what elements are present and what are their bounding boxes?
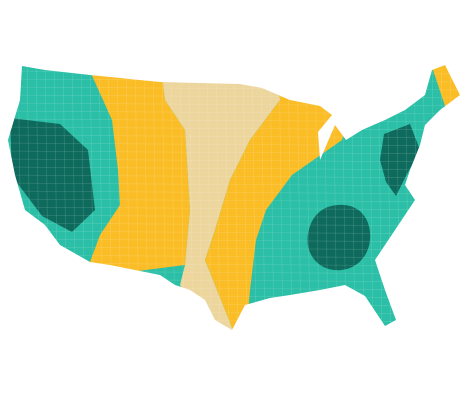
texture-line [8,222,460,227]
texture-line [8,230,460,235]
texture-line [251,65,257,330]
texture-line [8,166,460,171]
texture-line [278,65,284,330]
texture-line [458,65,460,330]
texture-line [8,65,14,330]
texture-line [8,198,460,203]
regions [0,50,470,340]
texture-line [8,65,460,67]
region [10,118,95,232]
texture-line [8,158,460,163]
texture-line [8,126,460,131]
texture-line [242,65,248,330]
texture-line [8,150,460,155]
region [307,204,371,271]
texture-line [8,182,460,187]
texture-line [215,65,221,330]
texture-line [8,326,460,330]
region [85,65,190,272]
texture-line [8,118,460,123]
texture-line [8,174,460,179]
texture-line [224,65,230,330]
texture-line [233,65,239,330]
texture-line [0,55,470,58]
texture-line [8,214,460,219]
texture-line [0,335,470,338]
region [380,124,420,196]
texture-line [0,50,4,340]
texture-line [413,65,419,330]
texture-line [206,65,212,330]
texture-line [8,134,460,139]
texture-line [8,190,460,195]
texture-line [8,142,460,147]
texture-line [8,206,460,211]
texture-line [260,65,266,330]
texture-line [197,65,203,330]
texture-line [269,65,275,330]
